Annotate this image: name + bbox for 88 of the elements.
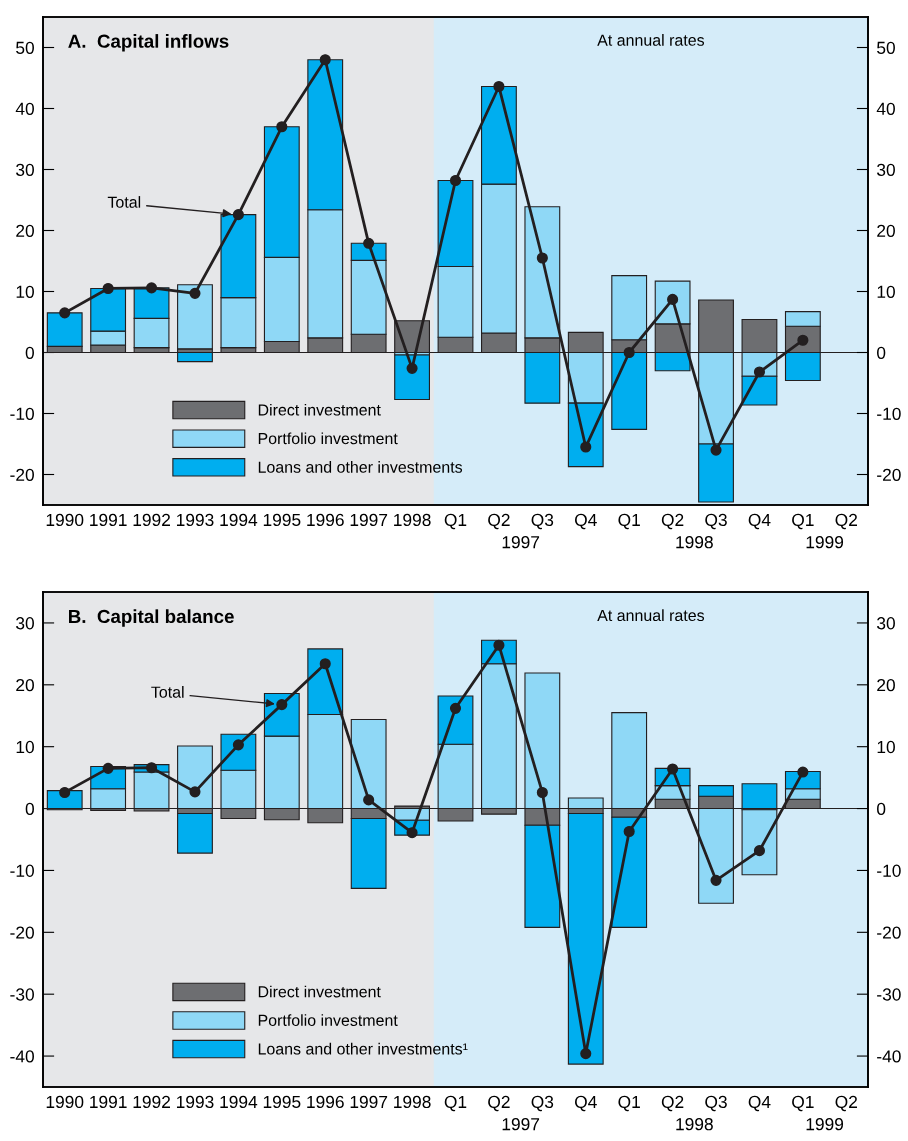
legend-label: Loans and other investments¹ [258,1042,468,1055]
x-tick-label: 1991 [90,513,127,527]
y2-tick-label: 30 [877,163,895,176]
y2-tick-label: 50 [877,41,895,54]
x-tick-label: 1993 [176,513,214,527]
x-tick-label: 1995 [263,1095,301,1109]
y-tick-label: 10 [16,285,34,298]
y2-tick-label: -40 [877,1050,901,1063]
x-tick-label: 1996 [307,1095,344,1109]
x-tick-label: Q1 [444,1095,467,1112]
text: 1999 [806,1118,844,1131]
x-tick-label: Q4 [748,1095,771,1112]
text: 1998 [676,536,713,549]
text: 1997 [502,1118,540,1131]
x-tick-label: Q1 [444,513,467,530]
x-tick-label: Q3 [705,513,727,530]
y-tick-label: -10 [10,407,34,420]
legend-label: Loans and other investments [258,461,463,473]
y-tick-label: -40 [10,1050,34,1063]
x-tick-label: Q4 [575,513,597,530]
y2-tick-label: 0 [877,346,886,359]
y2-tick-label: -10 [877,864,901,877]
x-tick-label: Q1 [792,1095,814,1112]
x-tick-label: 1997 [350,513,388,527]
y2-tick-label: -30 [877,988,901,1001]
x-tick-label: 1991 [90,1095,127,1109]
y2-tick-label: 10 [877,285,895,298]
y-tick-label: -20 [10,926,34,939]
y2-tick-label: 40 [876,102,895,115]
y2-tick-label: -10 [877,407,901,420]
x-tick-label: Q4 [748,513,771,530]
x-tick-label: Q3 [705,1095,727,1112]
y-tick-label: -30 [10,988,34,1001]
x-tick-label: Q2 [835,1095,857,1112]
legend-label: Direct investment [258,985,381,998]
text: A. Capital inflows [68,34,229,52]
x-tick-label: 1994 [220,1095,258,1109]
y-tick-label: 30 [16,163,34,176]
y-tick-label: 0 [25,802,34,816]
y-tick-label: -10 [10,864,34,877]
x-tick-label: Q3 [531,1095,554,1112]
x-tick-label: 1990 [46,1095,84,1109]
y-tick-label: 20 [16,678,34,692]
y-tick-label: 40 [15,102,34,115]
x-tick-label: 1994 [220,513,258,527]
x-tick-label: 1998 [394,1095,431,1109]
y-tick-label: 20 [16,224,34,237]
x-tick-label: 1995 [263,513,301,527]
x-tick-label: 1998 [394,513,431,527]
x-tick-label: Q1 [792,513,814,530]
x-tick-label: Q3 [531,513,554,530]
x-tick-label: Q2 [661,1095,684,1112]
legend-label: Portfolio investment [258,432,398,445]
text: B. Capital balance [69,609,234,627]
y2-tick-label: 10 [877,740,895,754]
text: 1997 [502,536,540,549]
x-tick-label: Q1 [618,1095,640,1112]
y2-tick-label: 20 [877,678,895,692]
x-tick-label: 1992 [133,1095,170,1109]
y2-tick-label: -20 [877,468,901,481]
text: 1999 [806,536,844,549]
annotation: At annual rates [597,609,705,622]
y2-tick-label: -20 [877,926,901,939]
x-tick-label: Q2 [835,513,857,530]
x-tick-label: Q2 [488,513,510,530]
y2-tick-label: 20 [877,224,895,237]
y-tick-label: 50 [16,41,34,54]
x-tick-label: Q4 [575,1095,597,1112]
x-tick-label: 1997 [350,1095,388,1109]
annotation: Total [107,196,141,208]
x-tick-label: Q1 [618,513,640,530]
text: 1998 [676,1118,713,1131]
y-tick-label: 0 [25,346,34,359]
annotation: At annual rates [597,34,705,46]
legend-label: Direct investment [258,403,381,416]
y-tick-label: -20 [10,468,34,481]
y2-tick-label: 30 [877,617,895,630]
x-tick-label: 1992 [133,513,170,527]
x-tick-label: Q2 [661,513,684,530]
y-tick-label: 30 [16,617,34,630]
x-tick-label: 1996 [307,513,344,527]
legend-label: Portfolio investment [258,1014,398,1026]
y2-tick-label: 0 [877,802,886,816]
x-tick-label: Q2 [488,1095,510,1112]
y-tick-label: 10 [16,740,34,754]
x-tick-label: 1990 [46,513,84,527]
x-tick-label: 1993 [176,1095,214,1109]
annotation: Total [151,686,184,698]
